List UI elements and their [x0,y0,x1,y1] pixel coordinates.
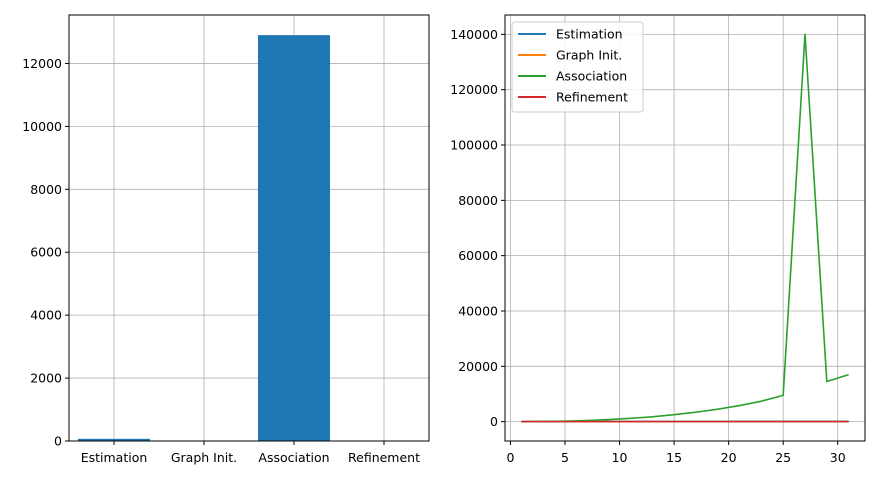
line-y-tick-label: 100000 [450,138,498,153]
bar-y-tick-label: 0 [54,434,62,449]
line-y-tick-label: 0 [490,414,498,429]
line-y-tick-label: 60000 [458,248,498,263]
bar-y-tick-label: 4000 [30,308,62,323]
line-y-tick-label: 20000 [458,359,498,374]
legend-label: Graph Init. [556,48,622,63]
line-x-tick-label: 15 [666,450,682,465]
line-axes-frame [504,14,866,442]
line-x-tick-label: 5 [561,450,569,465]
line-y-tick-label: 120000 [450,82,498,97]
line-y-tick-label: 40000 [458,303,498,318]
line-y-tick-label: 140000 [450,27,498,42]
line-chart: 0 5 10 15 20 25 30 0 20000 40000 60000 80000 100000 1… [450,14,866,465]
line-x-tick-label: 20 [721,450,737,465]
bar [78,438,150,441]
line-x-tick-label: 0 [506,450,514,465]
bar-category-label: Refinement [348,450,420,465]
bar-category-label: Estimation [81,450,148,465]
bar-chart: 0 2000 4000 6000 8000 10000 12000 Estimation Gra… [22,14,430,465]
bar [258,35,330,441]
bar-y-tick-label: 10000 [22,119,62,134]
line-x-tick-label: 25 [775,450,791,465]
bar-y-tick-label: 8000 [30,182,62,197]
bar-y-tick-label: 6000 [30,245,62,260]
bar-category-label: Association [258,450,329,465]
legend-label: Refinement [556,90,628,105]
legend: Estimation Graph Init. Association Refineme… [511,21,644,113]
bar-category-label: Graph Init. [171,450,237,465]
line-x-tick-label: 30 [830,450,846,465]
legend-label: Association [556,69,627,84]
bar-axes-frame [68,14,430,442]
bar-y-tick-label: 2000 [30,371,62,386]
line-x-tick-label: 10 [612,450,628,465]
bar-y-tick-label: 12000 [22,56,62,71]
legend-label: Estimation [556,27,623,42]
legend-frame [511,21,644,113]
line-y-tick-label: 80000 [458,193,498,208]
